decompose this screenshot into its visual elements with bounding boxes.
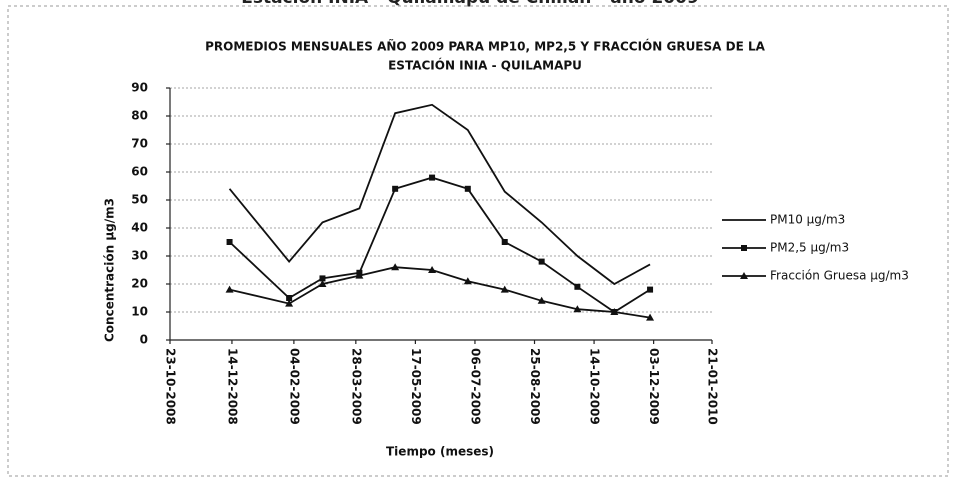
data-point — [355, 271, 364, 279]
series-line — [229, 266, 651, 319]
legend-label: PM2,5 µg/m3 — [770, 241, 849, 255]
data-point — [286, 295, 293, 301]
y-tick-label: 0 — [140, 333, 148, 347]
data-point — [573, 305, 582, 313]
y-tick-label: 80 — [131, 109, 148, 123]
legend-label: PM10 µg/m3 — [770, 213, 845, 227]
data-point — [610, 308, 619, 315]
data-point — [464, 185, 471, 192]
legend-label: Fracción Gruesa µg/m3 — [770, 269, 909, 283]
y-tick-label: 90 — [131, 81, 148, 95]
x-tick-label: 04-02-2009 — [287, 348, 301, 425]
x-tick-label: 14-10-2009 — [588, 348, 602, 425]
data-point — [646, 313, 655, 321]
y-tick-label: 60 — [131, 165, 148, 179]
legend-marker — [741, 245, 747, 251]
x-tick-label: 23-10-2008 — [164, 348, 178, 425]
chart-title: PROMEDIOS MENSUALES AÑO 2009 PARA MP10, … — [205, 39, 766, 54]
y-tick-label: 20 — [131, 277, 148, 291]
data-point — [501, 239, 508, 245]
x-tick-label: 06-07-2009 — [468, 348, 482, 425]
data-point — [500, 285, 509, 293]
data-point — [538, 258, 545, 265]
x-tick-label: 03-12-2009 — [647, 348, 661, 425]
data-point — [319, 275, 326, 282]
chart-title: ESTACIÓN INIA - QUILAMAPU — [388, 58, 582, 73]
y-tick-label: 40 — [131, 221, 148, 235]
data-point — [574, 283, 581, 290]
chart-frame — [7, 5, 949, 477]
x-tick-label: 17-05-2009 — [409, 348, 423, 425]
y-axis-label: Concentración µg/m3 — [103, 198, 117, 342]
y-tick-label: 50 — [131, 193, 148, 207]
x-tick-label: 14-12-2008 — [225, 348, 239, 425]
x-axis-label: Tiempo (meses) — [386, 445, 494, 459]
series-line — [228, 176, 651, 314]
data-point — [391, 263, 400, 271]
data-point — [226, 239, 233, 245]
y-tick-label: 10 — [131, 305, 148, 319]
data-point — [318, 280, 327, 287]
y-tick-label: 70 — [131, 137, 148, 151]
data-point — [285, 299, 294, 307]
legend-marker — [740, 272, 748, 279]
data-point — [392, 185, 399, 192]
page-heading: Estación INIA - Quilamapu de Chillán - a… — [241, 0, 699, 8]
x-tick-label: 21-01-2010 — [706, 348, 720, 425]
x-tick-label: 25-08-2009 — [528, 348, 542, 425]
x-tick-label: 28-03-2009 — [349, 348, 363, 425]
data-point — [537, 296, 546, 304]
series-line — [228, 103, 651, 286]
data-point — [428, 266, 437, 273]
data-point — [225, 285, 234, 293]
y-tick-label: 30 — [131, 249, 148, 263]
data-point — [647, 286, 654, 293]
data-point — [463, 277, 472, 285]
data-point — [429, 174, 436, 181]
